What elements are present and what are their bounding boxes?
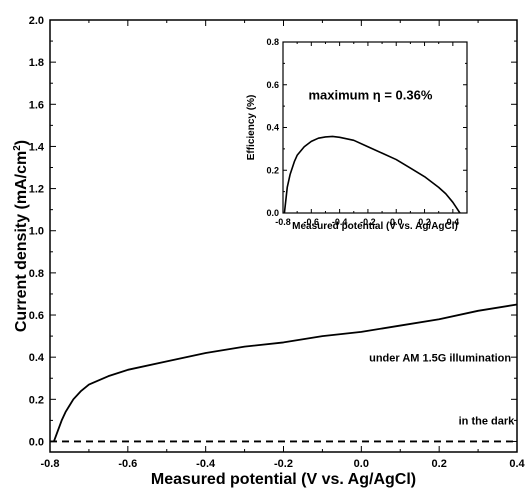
main-y-tick-label: 1.4 — [29, 141, 45, 153]
inset-y-tick-label: 0.4 — [266, 123, 279, 133]
inset-annotation: maximum η = 0.36% — [308, 88, 432, 103]
main-y-tick-label: 1.6 — [29, 99, 44, 111]
main-x-tick-label: -0.6 — [118, 458, 137, 470]
main-y-tick-label: 2.0 — [29, 15, 44, 27]
main-plot: -0.8 -0.6 -0.4 -0.2 0.0 0.2 0.4 0.0 0.2 0.4 0.6 0.8… — [12, 15, 526, 488]
main-x-axis-title: Measured potential (V vs. Ag/AgCl) — [151, 471, 416, 488]
main-annotation: in the dark — [459, 416, 516, 428]
inset-x-tick-label: 0.0 — [390, 217, 403, 227]
inset-x-tick-label: -0.8 — [275, 217, 291, 227]
y-axis-title-close: ) — [13, 140, 30, 145]
inset-x-tick-label: 0.2 — [418, 217, 431, 227]
main-annotation: under AM 1.5G illumination — [369, 352, 511, 364]
main-x-tick-label: 0.2 — [432, 458, 447, 470]
inset-series-line — [283, 135, 461, 214]
main-y-axis-title: Current density (mA/cm2) — [12, 140, 30, 332]
main-y-tick-label: 0.6 — [29, 310, 44, 322]
main-y-tick-label: 1.0 — [29, 226, 44, 238]
main-y-tick-label: 1.8 — [29, 57, 44, 69]
inset-x-tick-label: 0.4 — [447, 217, 460, 227]
y-axis-title-superscript: 2 — [12, 145, 23, 151]
inset-y-tick-label: 0.8 — [266, 37, 279, 47]
inset-y-tick-label: 0.2 — [266, 165, 279, 175]
main-y-tick-label: 0.8 — [29, 268, 44, 280]
inset-y-tick-label: 0.6 — [266, 80, 279, 90]
main-x-tick-label: -0.4 — [196, 458, 216, 470]
inset-x-tick-label: -0.6 — [304, 217, 320, 227]
main-x-tick-label: 0.4 — [509, 458, 525, 470]
main-y-tick-label: 0.2 — [29, 394, 44, 406]
inset-y-axis-title: Efficiency (%) — [246, 95, 257, 161]
main-y-tick-label: 1.2 — [29, 184, 44, 196]
inset-x-tick-label: -0.4 — [332, 217, 348, 227]
inset-x-axis-title: Measured potential (V vs. Ag/AgCl) — [292, 221, 458, 232]
main-x-tick-label: -0.8 — [41, 458, 60, 470]
main-x-tick-label: 0.0 — [354, 458, 369, 470]
inset-y-tick-label: 0.0 — [266, 208, 279, 218]
main-x-tick-label: -0.2 — [274, 458, 293, 470]
main-y-tick-label: 0.4 — [29, 352, 45, 364]
main-y-tick-label: 0.0 — [29, 436, 44, 448]
y-axis-title-text: Current density (mA/cm — [13, 151, 30, 332]
main-series-line — [53, 303, 518, 442]
inset-plot: -0.8 -0.6 -0.4 -0.2 0.0 0.2 0.4 0.0 0.2 0.4 0.6 0.8… — [246, 37, 468, 232]
inset-x-tick-label: -0.2 — [360, 217, 376, 227]
